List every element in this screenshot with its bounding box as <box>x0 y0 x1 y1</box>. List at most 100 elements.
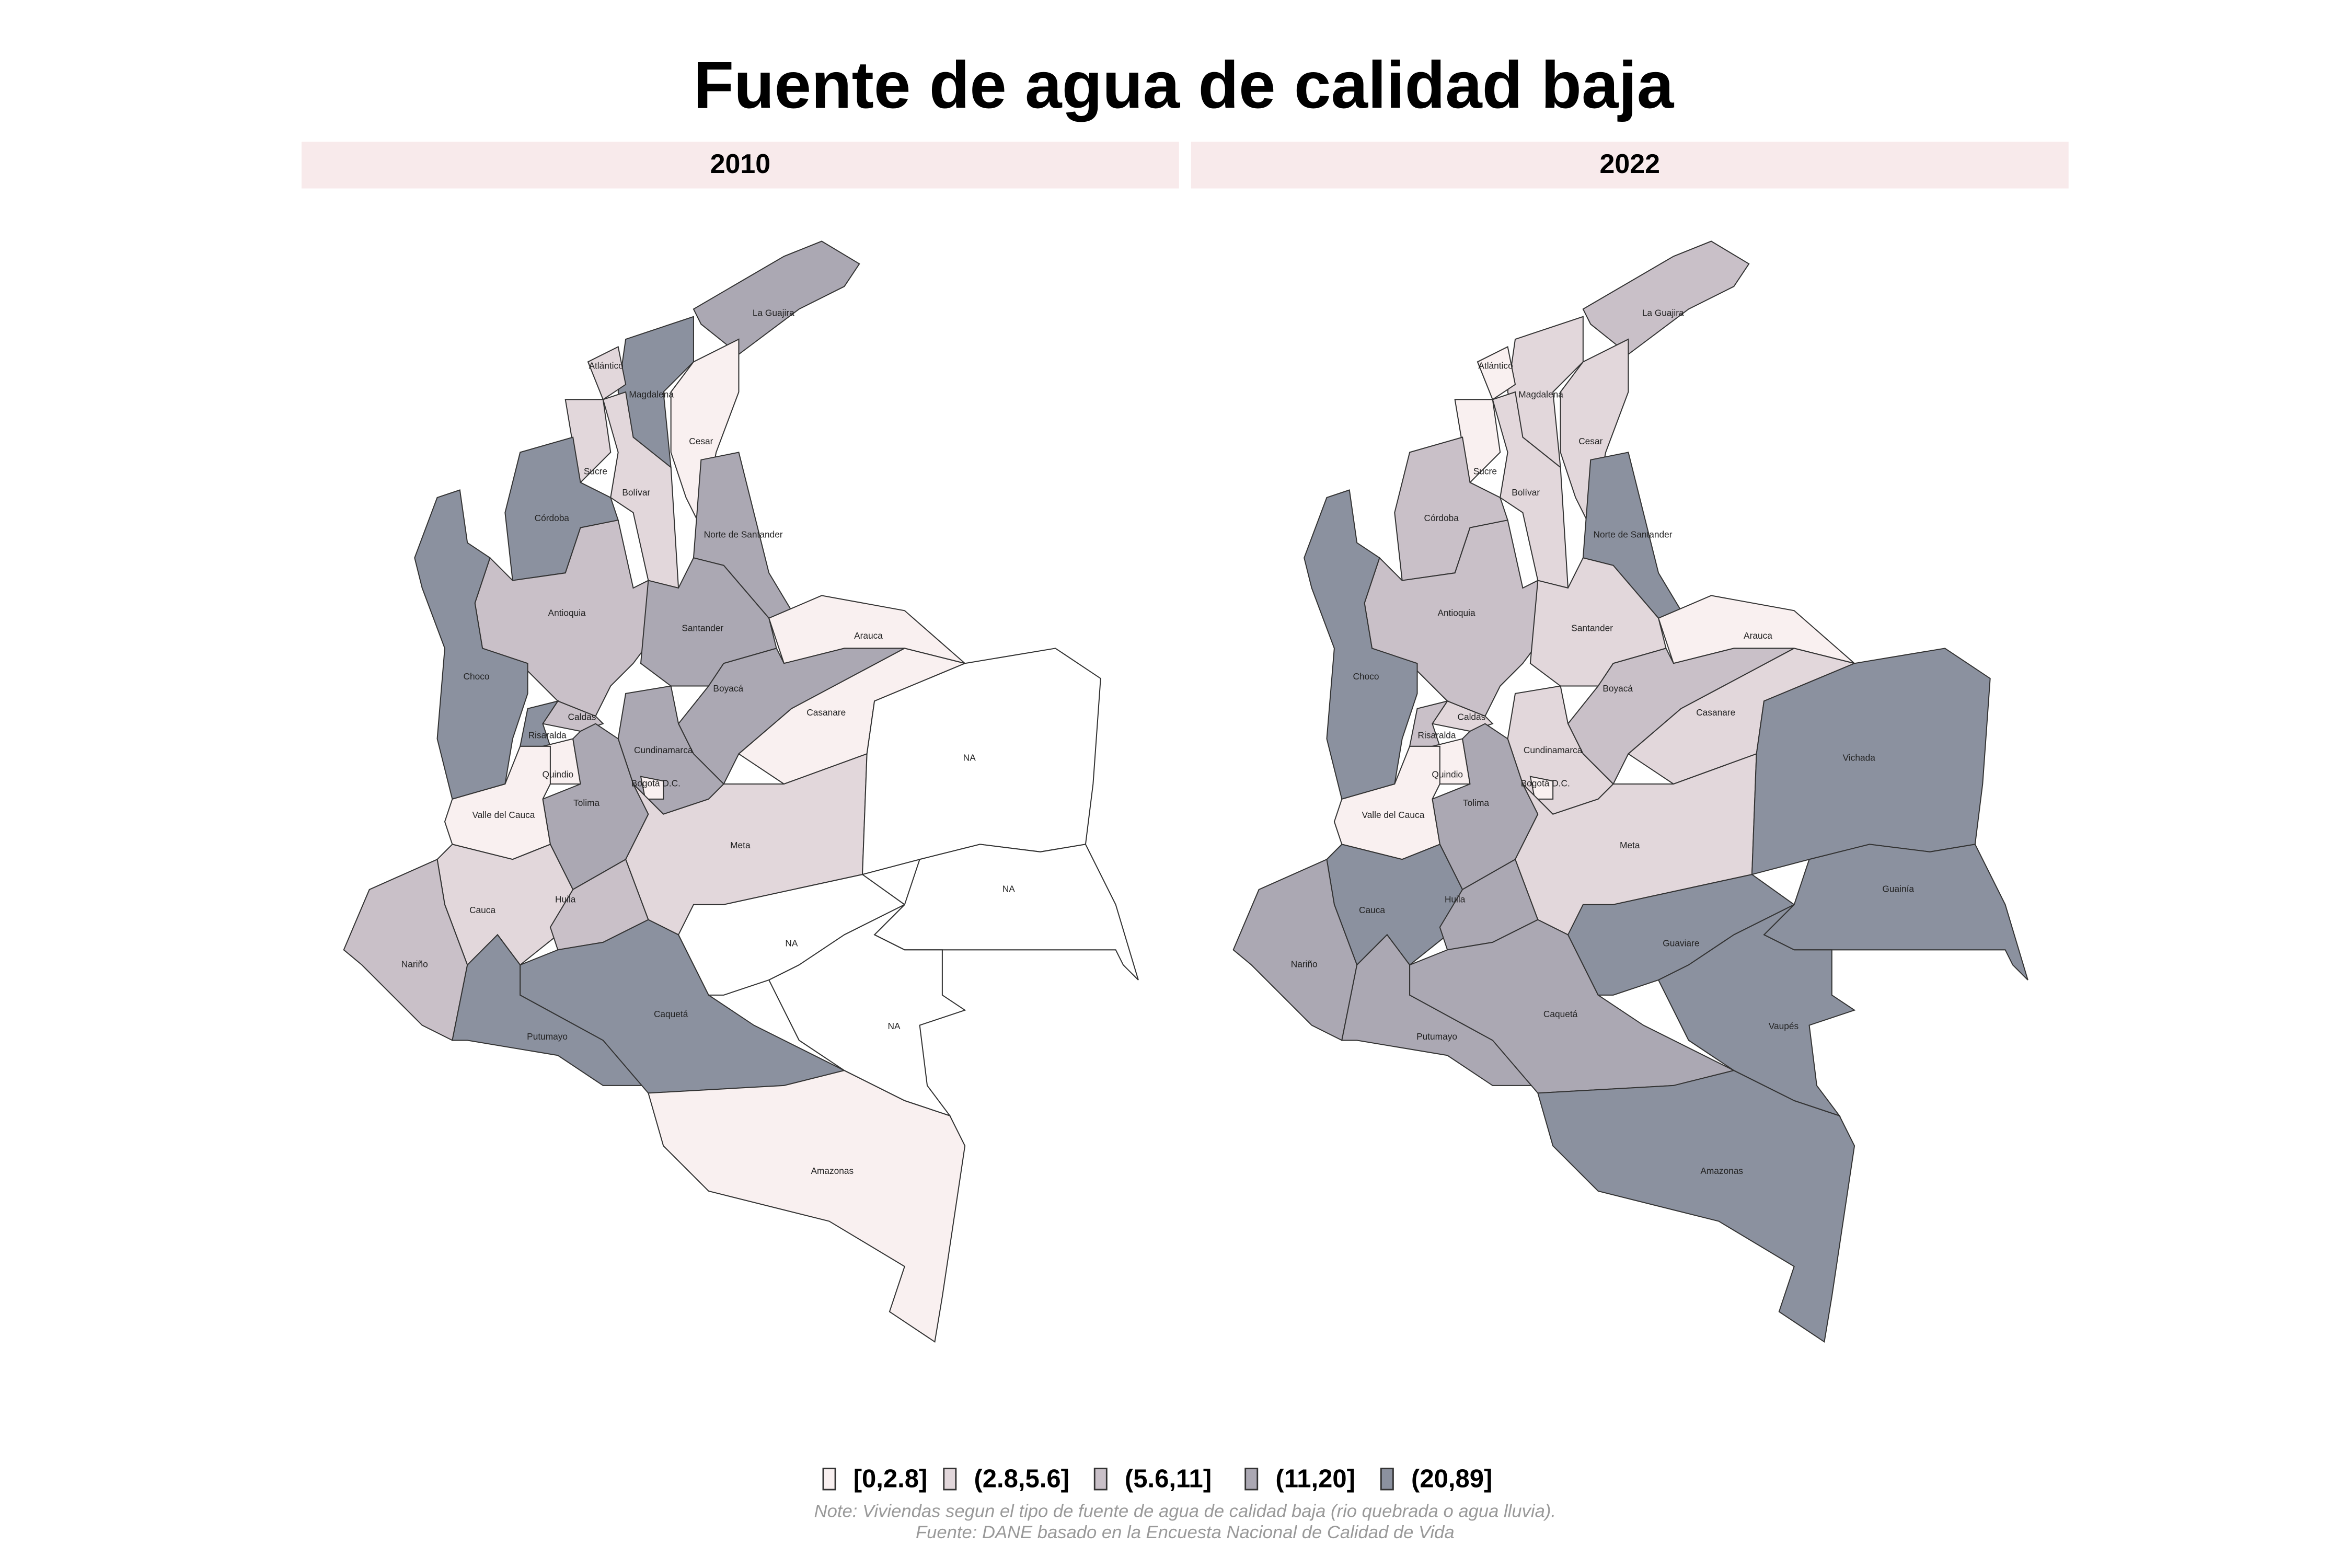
department-label: Risaralda <box>1417 730 1456 740</box>
legend-swatch <box>1244 1468 1259 1491</box>
department-label: Caldas <box>1457 712 1485 722</box>
department <box>519 700 559 747</box>
strip <box>1191 142 2069 189</box>
department-label: Boyacá <box>1602 683 1633 694</box>
department-label: Guaviare <box>1663 938 1699 948</box>
department-label: Sucre <box>584 466 607 476</box>
department-label: Arauca <box>854 630 883 641</box>
department-label: Huila <box>555 894 576 905</box>
department-label: Amazonas <box>1700 1166 1743 1176</box>
department <box>1529 776 1554 800</box>
department-label: Antioquia <box>1437 608 1475 618</box>
department <box>1582 240 1750 355</box>
department-label: Casanare <box>1696 707 1735 718</box>
department <box>1537 1070 1855 1343</box>
department-label: Nariño <box>401 959 428 970</box>
department-label: Putumayo <box>1416 1031 1457 1042</box>
legend-swatch <box>1093 1468 1108 1491</box>
department-label: NA <box>785 938 798 948</box>
note: Fuente: DANE basado en la Encuesta Nacio… <box>916 1523 1455 1542</box>
panel-label: 2022 <box>1600 149 1660 179</box>
department <box>1333 745 1440 860</box>
department-label: Quindio <box>1432 769 1463 779</box>
department <box>520 919 846 1094</box>
department-label: Choco <box>1353 671 1379 682</box>
department-label: Norte de Santander <box>1594 529 1673 540</box>
department-label: Arauca <box>1744 630 1772 641</box>
note: Note: Viviendas segun el tipo de fuente … <box>814 1501 1556 1521</box>
department-label: Vichada <box>1843 753 1876 763</box>
department-label: Casanare <box>806 707 846 718</box>
department-label: Caquetá <box>1543 1009 1578 1019</box>
department-label: Amazonas <box>811 1166 854 1176</box>
department-label: Meta <box>1620 840 1640 850</box>
department-label: Tolima <box>573 798 599 808</box>
department <box>414 489 528 800</box>
department-label: Valle del Cauca <box>1362 810 1424 820</box>
department-label: NA <box>888 1021 901 1031</box>
department-label: Cesar <box>689 436 713 446</box>
department <box>768 904 966 1117</box>
map-panel: La Guajira Magdalena Atlántico Cesar Sucre Bo… <box>1232 240 2028 1343</box>
department-label: Meta <box>730 840 751 850</box>
department-label: Sucre <box>1473 466 1497 476</box>
department <box>1409 700 1449 747</box>
department-label: Cundinamarca <box>634 745 693 755</box>
department-label: Córdoba <box>1424 513 1459 523</box>
legend-label: (11,20] <box>1275 1465 1355 1493</box>
department-label: Magdalena <box>1518 389 1563 399</box>
department-label: Boyacá <box>713 683 743 694</box>
department-label: La Guajira <box>753 308 794 318</box>
department-label: Magdalena <box>629 389 674 399</box>
panel-label: 2010 <box>710 149 770 179</box>
map-panel: La Guajira Magdalena Atlántico Cesar Sucre Bo… <box>343 240 1139 1343</box>
department-label: NA <box>1002 883 1015 894</box>
department <box>1657 904 1856 1117</box>
legend-swatch <box>822 1468 836 1491</box>
department-label: Atlántico <box>1478 361 1513 371</box>
department-label: Vaupés <box>1769 1021 1799 1031</box>
department-label: Santander <box>1571 622 1613 633</box>
department <box>693 240 860 355</box>
department-label: Choco <box>464 671 490 682</box>
department-label: Risaralda <box>528 730 567 740</box>
department-label: NA <box>963 753 976 763</box>
department-label: Quindio <box>542 769 573 779</box>
legend-label: [0,2.8] <box>854 1465 928 1493</box>
department <box>640 776 664 800</box>
department <box>648 1070 966 1343</box>
department-label: Valle del Cauca <box>472 810 535 820</box>
legend-label: (5.6,11] <box>1125 1465 1212 1493</box>
department-label: Norte de Santander <box>704 529 783 540</box>
legend-label: (2.8,5.6] <box>974 1465 1069 1493</box>
department-label: Antioquia <box>548 608 586 618</box>
department-label: Huila <box>1445 894 1466 905</box>
department-label: Cundinamarca <box>1524 745 1583 755</box>
department-label: Bogotá D.C. <box>631 778 681 789</box>
legend-swatch <box>1380 1468 1394 1491</box>
department-label: Cesar <box>1578 436 1602 446</box>
department-label: Córdoba <box>535 513 570 523</box>
department-label: Bolívar <box>622 487 650 498</box>
department-label: Cauca <box>469 905 495 915</box>
department-label: Nariño <box>1291 959 1318 970</box>
department <box>1409 919 1736 1094</box>
strip <box>301 142 1179 189</box>
department-label: Santander <box>682 622 723 633</box>
department-label: Guainía <box>1882 883 1914 894</box>
department <box>444 745 551 860</box>
legend-swatch <box>943 1468 957 1491</box>
department-label: Cauca <box>1359 905 1385 915</box>
department <box>587 345 627 400</box>
department <box>1304 489 1418 800</box>
department-label: Bogotá D.C. <box>1521 778 1570 789</box>
title: Fuente de agua de calidad baja <box>693 48 1674 122</box>
department-label: Tolima <box>1463 798 1489 808</box>
department <box>1477 345 1516 400</box>
department-label: Caquetá <box>654 1009 688 1019</box>
department-label: La Guajira <box>1642 308 1684 318</box>
department-label: Putumayo <box>527 1031 568 1042</box>
department-label: Caldas <box>568 712 596 722</box>
